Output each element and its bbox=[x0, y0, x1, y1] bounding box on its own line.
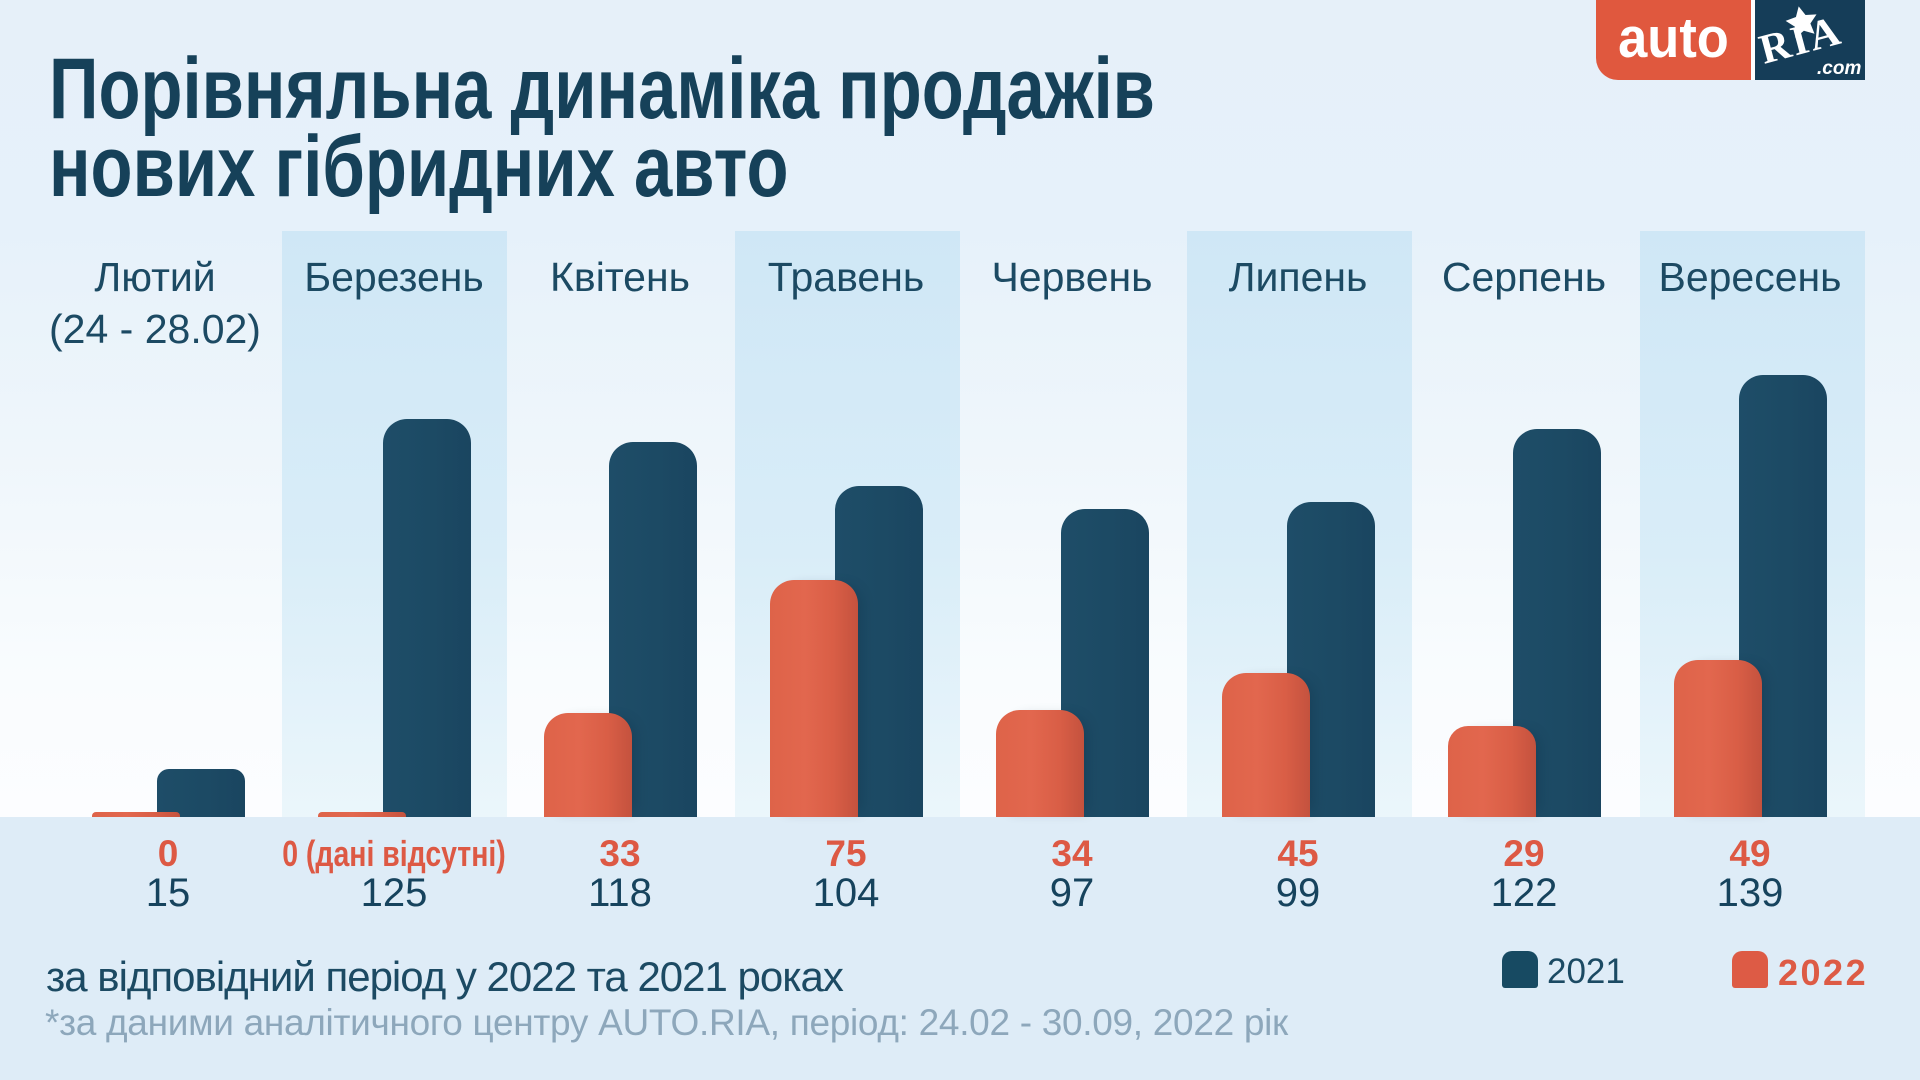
svg-text:.com: .com bbox=[1817, 58, 1861, 79]
